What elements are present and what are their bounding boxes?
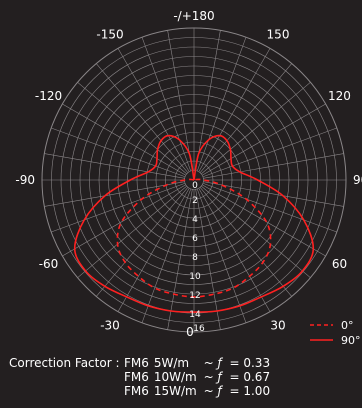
grid-spoke — [117, 48, 190, 172]
grid-spoke — [195, 30, 221, 171]
correction-model: FM6 — [124, 356, 149, 370]
angle-tick-label: 150 — [267, 28, 290, 42]
correction-symbol: ~ ƒ — [203, 356, 222, 370]
correction-model: FM6 — [124, 384, 149, 398]
grid-spoke — [203, 153, 344, 179]
grid-spoke — [202, 184, 326, 257]
correction-row: FM6 5W/m ~ ƒ = 0.33 — [124, 356, 270, 370]
grid-spoke — [199, 187, 292, 297]
grid-spoke — [167, 30, 193, 171]
angle-tick-label: -150 — [96, 28, 123, 42]
radial-tick-label: 12 — [189, 291, 200, 301]
correction-factor-title: Correction Factor : — [9, 356, 120, 370]
angle-tick-label: 30 — [270, 318, 285, 332]
polar-labels: -/+180150120906030-30-60-90-120-15002468… — [15, 9, 362, 339]
correction-value: = 1.00 — [229, 384, 271, 398]
angle-tick-label: -60 — [39, 257, 59, 271]
grid-spoke — [51, 127, 186, 178]
grid-spoke — [198, 188, 271, 312]
angle-tick-label: -/+180 — [173, 9, 214, 23]
grid-spoke — [167, 189, 193, 330]
correction-value: = 0.33 — [229, 356, 271, 370]
correction-row: FM6 10W/m ~ ƒ = 0.67 — [124, 370, 270, 384]
grid-spoke — [202, 103, 326, 176]
grid-spoke — [202, 127, 337, 178]
radial-tick-label: 6 — [192, 234, 198, 244]
angle-tick-label: 60 — [332, 257, 347, 271]
grid-spoke — [77, 185, 187, 278]
radial-tick-label: 0 — [192, 181, 198, 191]
correction-value: = 0.67 — [229, 370, 271, 384]
angle-tick-label: -90 — [15, 173, 35, 187]
grid-spoke — [201, 82, 311, 175]
correction-symbol: ~ ƒ — [203, 370, 222, 384]
polar-series — [73, 134, 315, 313]
grid-spoke — [195, 189, 221, 330]
grid-spoke — [62, 103, 186, 176]
correction-model: FM6 — [124, 370, 149, 384]
grid-spoke — [96, 63, 189, 173]
series-line-0deg — [116, 178, 272, 298]
angle-tick-label: 90 — [353, 173, 362, 187]
correction-symbol: ~ ƒ — [203, 384, 222, 398]
correction-power: 5W/m — [153, 356, 190, 370]
grid-spoke — [141, 188, 192, 323]
radial-tick-label: 8 — [192, 253, 198, 263]
radial-tick-label: 10 — [189, 272, 201, 282]
grid-spoke — [44, 181, 185, 207]
angle-tick-label: 0 — [186, 325, 194, 339]
angle-tick-label: -120 — [35, 89, 62, 103]
grid-spoke — [196, 188, 247, 323]
radial-tick-label: 4 — [192, 215, 198, 225]
radial-tick-label: 16 — [193, 324, 205, 334]
grid-spoke — [117, 188, 190, 312]
grid-spoke — [198, 48, 271, 172]
series-line-90deg — [73, 134, 315, 313]
polar-grid — [41, 27, 347, 333]
legend: 0°90° — [310, 319, 361, 347]
grid-spoke — [141, 37, 192, 172]
correction-power: 15W/m — [153, 384, 197, 398]
grid-spoke — [196, 37, 247, 172]
grid-spoke — [51, 182, 186, 233]
correction-power: 10W/m — [153, 370, 197, 384]
legend-label: 0° — [341, 319, 354, 332]
grid-spoke — [44, 153, 185, 179]
radial-tick-label: 2 — [192, 196, 198, 206]
grid-spoke — [199, 63, 292, 173]
grid-spoke — [202, 182, 337, 233]
angle-tick-label: -30 — [100, 318, 120, 332]
grid-spoke — [62, 184, 186, 257]
grid-spoke — [96, 187, 189, 297]
grid-spoke — [201, 185, 311, 278]
legend-label: 90° — [341, 334, 361, 347]
grid-spoke — [77, 82, 187, 175]
angle-tick-label: 120 — [328, 89, 351, 103]
grid-spoke — [203, 181, 344, 207]
radial-tick-label: 14 — [189, 310, 201, 320]
correction-row: FM6 15W/m ~ ƒ = 1.00 — [124, 384, 270, 398]
